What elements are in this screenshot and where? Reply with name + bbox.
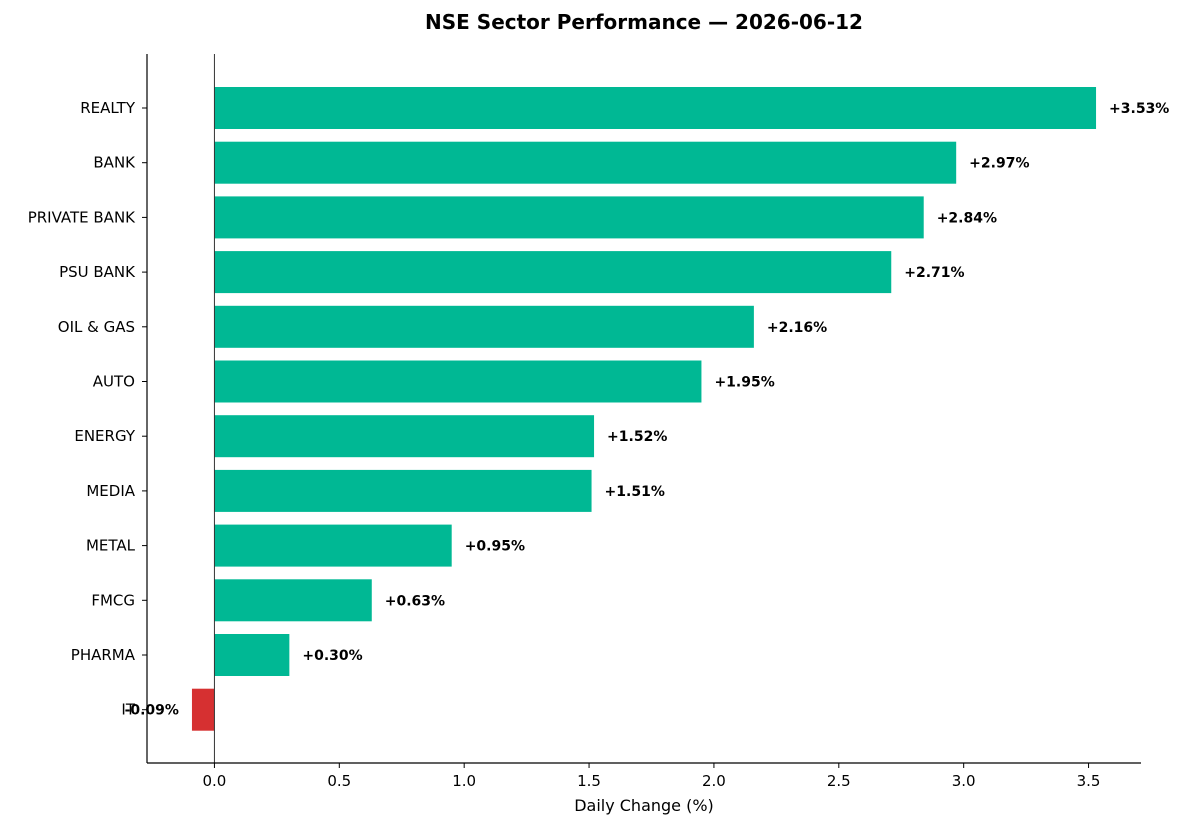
bar-private-bank	[214, 196, 924, 239]
y-tick-label: FMCG	[91, 591, 135, 609]
axes-layer: REALTY +3.53% BANK +2.97% PRIVATE BANK +2.84%…	[28, 54, 1169, 790]
data-label: +3.53%	[1109, 101, 1169, 117]
y-tick-label: PSU BANK	[59, 263, 136, 281]
y-tick-label: REALTY	[80, 99, 136, 117]
x-tick-label: 1.5	[577, 772, 601, 790]
bar-media	[214, 469, 592, 512]
x-tick-label: 0.0	[203, 772, 227, 790]
x-tick-label: 2.0	[702, 772, 726, 790]
x-tick-label: 3.0	[952, 772, 976, 790]
bar-oil-gas	[214, 305, 754, 348]
y-tick-label: METAL	[86, 537, 136, 555]
x-tick-label: 2.5	[827, 772, 851, 790]
data-label: +0.63%	[385, 593, 445, 609]
data-label: +0.30%	[302, 648, 362, 664]
bar-auto	[214, 360, 702, 403]
data-label: +1.95%	[714, 375, 774, 391]
bar-fmcg	[214, 579, 372, 622]
bar-pharma	[214, 634, 290, 676]
y-tick-label: BANK	[93, 154, 136, 172]
data-label: -0.09%	[125, 703, 179, 719]
bar-psu-bank	[214, 251, 892, 294]
y-tick-label: IT	[121, 701, 135, 719]
data-label: +2.71%	[904, 265, 964, 281]
y-tick-label: ENERGY	[74, 427, 135, 445]
data-label: +2.84%	[937, 210, 997, 226]
bar-bank	[214, 141, 957, 184]
x-tick-label: 3.5	[1077, 772, 1101, 790]
data-label: +0.95%	[465, 539, 525, 555]
bars-layer	[191, 87, 1097, 731]
y-tick-label: MEDIA	[86, 482, 135, 500]
x-axis-label: Daily Change (%)	[574, 796, 714, 815]
bar-realty	[214, 87, 1097, 129]
y-tick-label: OIL & GAS	[58, 318, 135, 336]
data-label: +2.16%	[767, 320, 827, 336]
y-tick-label: AUTO	[93, 373, 135, 391]
data-label: +1.52%	[607, 429, 667, 445]
data-label: +1.51%	[605, 484, 665, 500]
chart-title: NSE Sector Performance — 2026-06-12	[425, 10, 863, 34]
x-tick-label: 0.5	[327, 772, 351, 790]
bar-it	[191, 688, 215, 731]
bar-energy	[214, 415, 595, 458]
y-tick-label: PRIVATE BANK	[28, 208, 136, 226]
data-label: +2.97%	[969, 156, 1029, 172]
x-tick-label: 1.0	[452, 772, 476, 790]
bar-metal	[214, 524, 452, 567]
y-tick-label: PHARMA	[71, 646, 136, 664]
